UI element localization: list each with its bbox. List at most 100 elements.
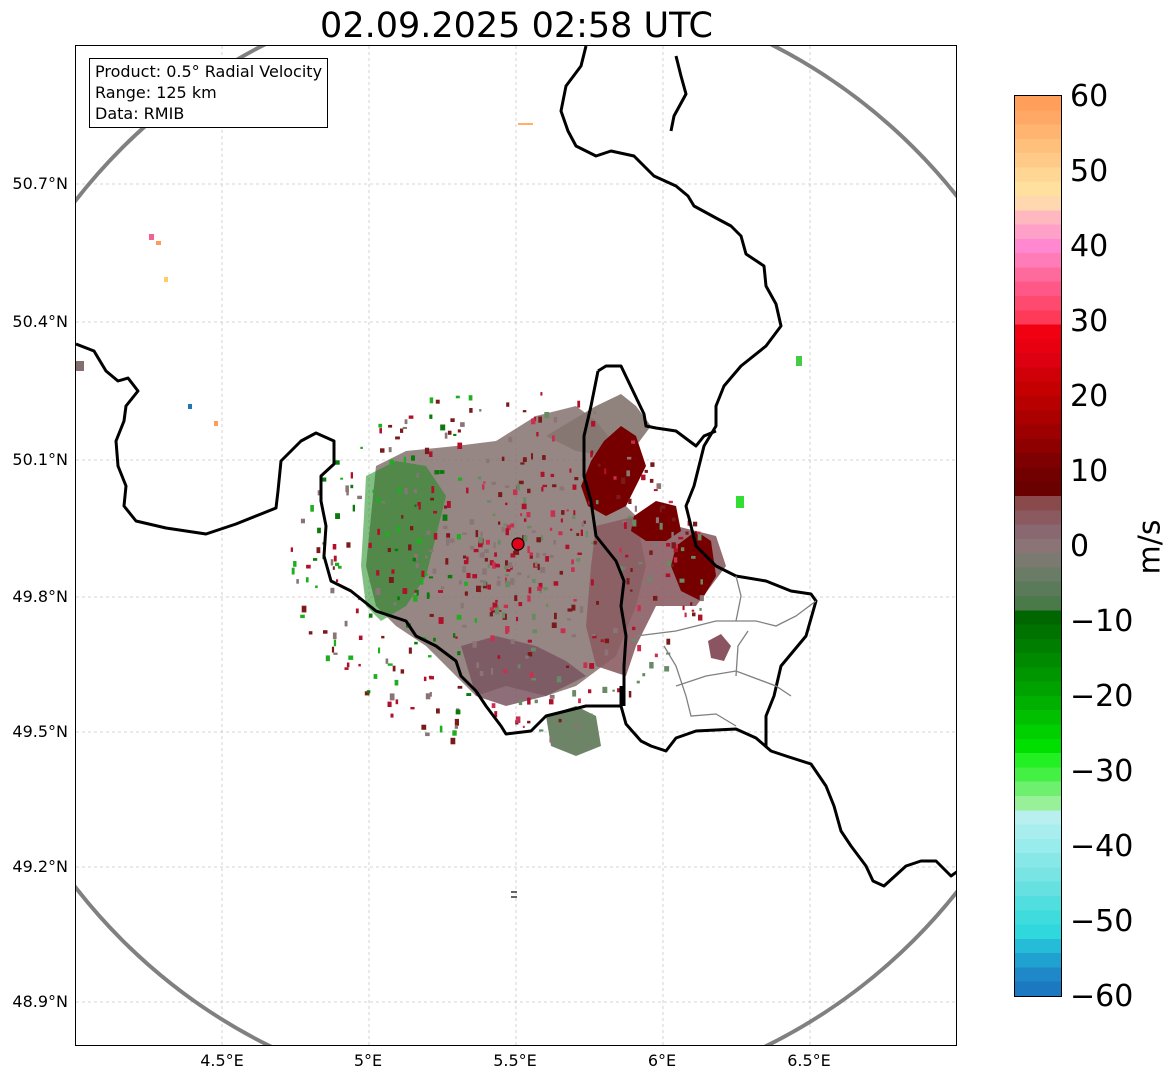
echo-speckle <box>531 647 536 652</box>
echo-speckle <box>484 549 489 553</box>
echo-speckle <box>313 558 318 561</box>
echo-speckle <box>336 579 339 582</box>
echo-speckle <box>439 470 445 474</box>
echo-clutter <box>511 891 517 893</box>
echo-speckle <box>572 515 576 519</box>
echo-speckle <box>440 586 445 590</box>
echo-speckle <box>549 527 553 531</box>
echo-speckle <box>589 713 593 721</box>
echo-speckle <box>416 473 419 478</box>
echo-speckle <box>460 422 465 427</box>
echo-speckle <box>454 726 458 729</box>
echo-speckle <box>560 628 566 634</box>
echo-speckle <box>436 708 440 714</box>
echo-speckle <box>468 395 473 401</box>
echo-speckle <box>668 500 673 504</box>
echo-speckle <box>566 665 569 668</box>
echo-speckle <box>290 547 293 552</box>
echo-speckle <box>666 543 671 547</box>
echo-speckle <box>592 633 596 636</box>
echo-speckle <box>628 691 632 698</box>
echo-speckle <box>446 501 451 508</box>
echo-speckle <box>570 528 573 531</box>
echo-speckle <box>453 633 456 638</box>
echo-speckle <box>496 580 501 586</box>
radar-site-marker[interactable] <box>511 537 525 551</box>
radar-map[interactable]: Product: 0.5° Radial Velocity Range: 125… <box>75 45 957 1046</box>
echo-speckle <box>421 724 427 730</box>
echo-speckle <box>491 667 494 675</box>
echo-speckle <box>296 579 299 584</box>
echo-speckle <box>414 504 417 507</box>
echo-speckle <box>492 562 496 569</box>
echo-speckle <box>469 519 475 525</box>
echo-speckle <box>539 729 544 732</box>
echo-speckle <box>691 555 696 559</box>
echo-clutter <box>518 123 533 125</box>
echo-clutter <box>156 241 161 245</box>
echo-speckle <box>613 476 617 480</box>
echo-speckle <box>625 554 629 558</box>
echo-speckle <box>571 604 576 611</box>
echo-speckle <box>415 563 419 568</box>
echo-speckle <box>527 595 531 602</box>
echo-speckle <box>333 639 337 647</box>
echo-speckle <box>516 483 521 491</box>
echo-speckle <box>433 637 436 642</box>
echo-speckle <box>396 526 400 533</box>
echo-speckle <box>673 548 678 553</box>
echo-speckle <box>527 488 531 494</box>
map-title: 02.09.2025 02:58 UTC <box>320 6 713 46</box>
echo-speckle <box>321 477 327 482</box>
echo-speckle <box>372 489 375 493</box>
echo-speckle <box>640 615 645 620</box>
echo-speckle <box>392 665 396 672</box>
echo-speckle <box>649 572 654 576</box>
echo-speckle <box>590 579 594 586</box>
echo-speckle <box>483 481 486 484</box>
echo-speckle <box>388 447 392 453</box>
echo-speckle <box>660 505 666 509</box>
echo-speckle <box>505 485 510 488</box>
map-canvas <box>76 46 956 1045</box>
echo-speckle <box>637 605 641 612</box>
echo-speckle <box>543 586 548 591</box>
echo-speckle <box>317 527 321 534</box>
echo-speckle <box>650 462 655 467</box>
echo-speckle <box>420 578 424 585</box>
echo-speckle <box>628 498 632 504</box>
echo-speckle <box>680 547 685 552</box>
echo-speckle <box>477 476 482 480</box>
echo-speckle <box>446 533 451 538</box>
echo-speckle <box>433 510 437 514</box>
echo-speckle <box>457 651 461 656</box>
echo-speckle <box>446 538 450 546</box>
echo-speckle <box>478 537 483 544</box>
echo-speckle <box>408 415 414 419</box>
echo-speckle <box>630 568 633 572</box>
echo-speckle <box>590 451 593 458</box>
border-belgium-france <box>76 342 956 888</box>
echo-speckle <box>671 517 676 522</box>
echo-speckle <box>491 481 496 485</box>
echo-speckle <box>649 478 654 483</box>
lat-tick-label: 50.7°N <box>12 174 68 193</box>
echo-speckle <box>466 487 469 494</box>
echo-south-green <box>546 706 601 756</box>
echo-speckle <box>616 495 621 500</box>
echo-speckle <box>466 556 469 563</box>
echo-speckle <box>580 529 583 536</box>
echo-speckle <box>532 629 538 634</box>
echo-speckle <box>595 500 599 505</box>
echo-speckle <box>591 541 594 545</box>
echo-speckle <box>348 655 354 660</box>
echo-speckle <box>357 495 362 500</box>
echo-speckle <box>644 469 648 473</box>
echo-speckle <box>575 724 579 729</box>
echo-speckle <box>414 553 418 561</box>
echo-speckle <box>698 614 703 621</box>
echo-speckle <box>482 568 487 575</box>
echo-speckle <box>490 635 495 642</box>
echo-speckle <box>479 580 485 583</box>
echo-speckle <box>666 638 671 645</box>
